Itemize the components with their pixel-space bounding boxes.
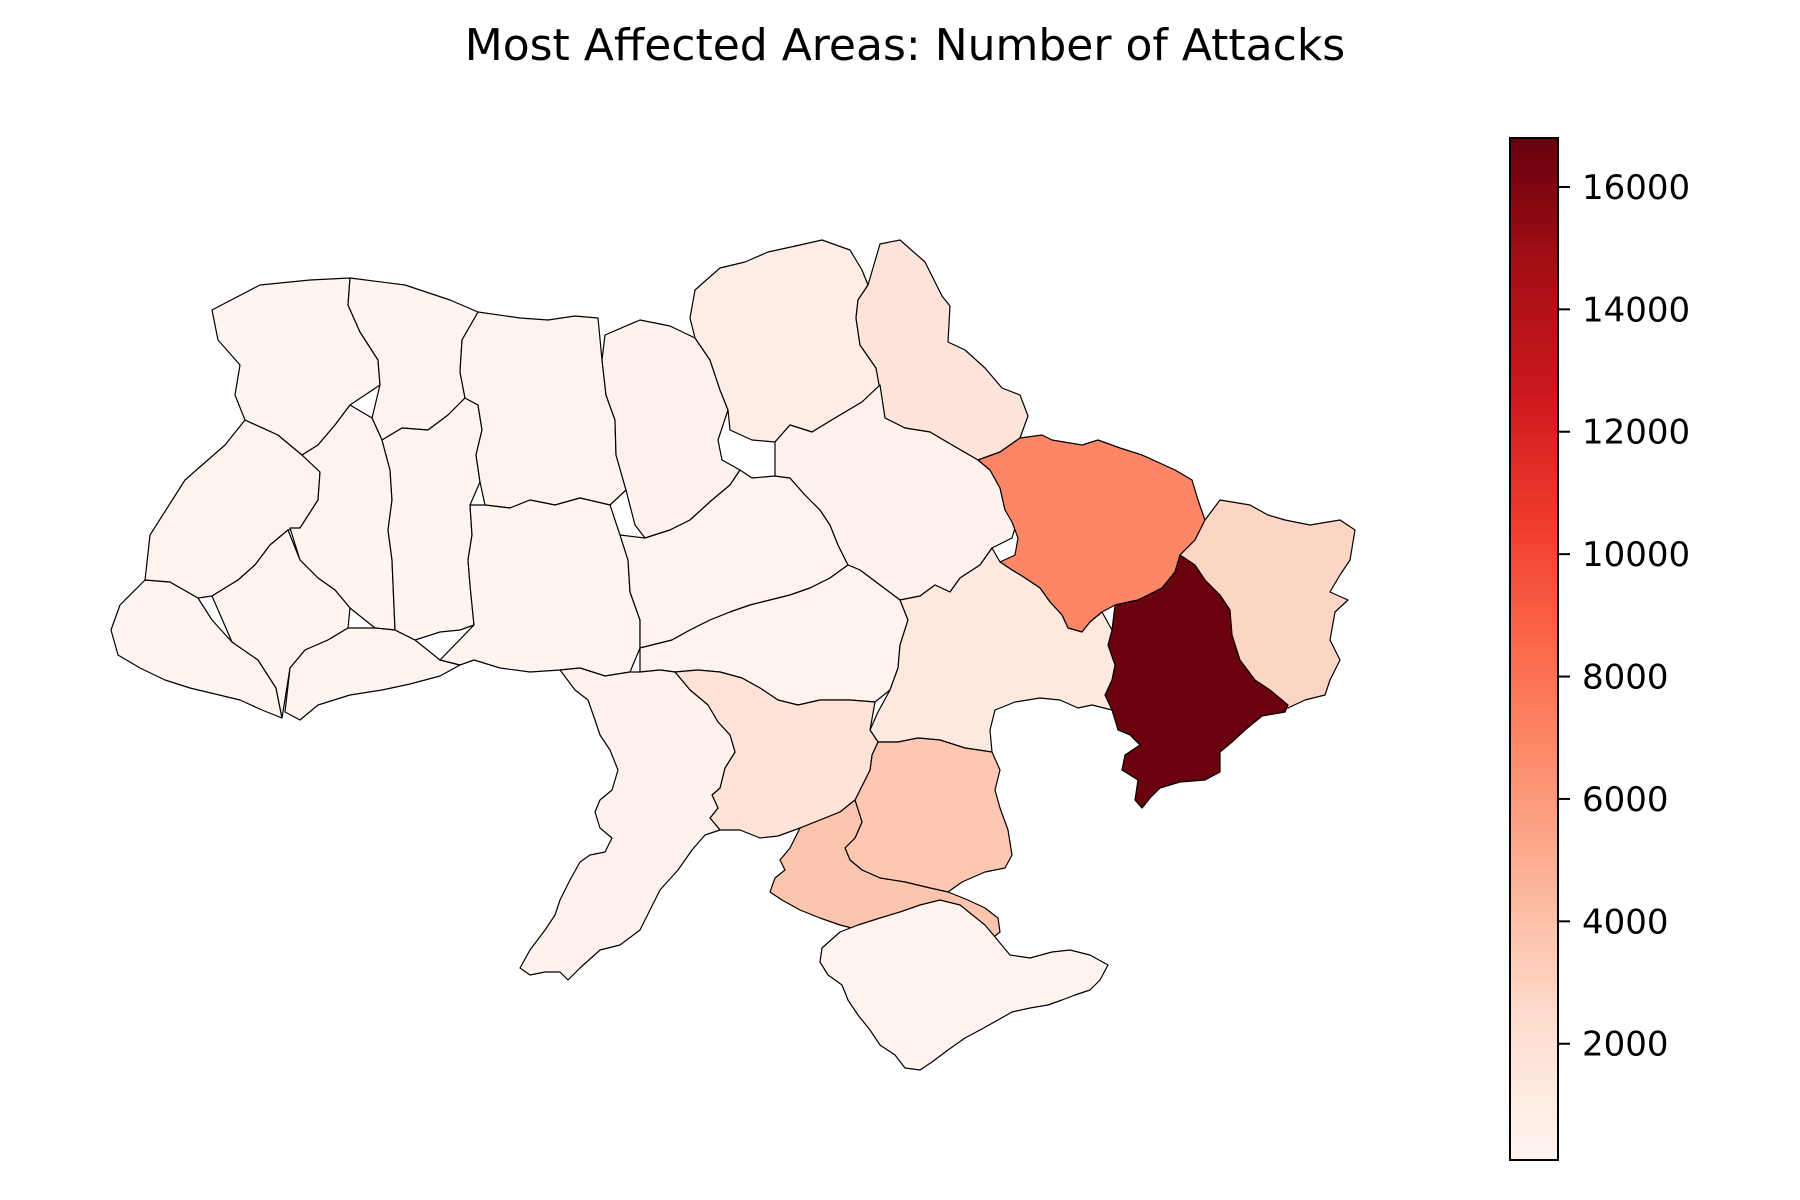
colorbar-tick-label: 10000 bbox=[1582, 535, 1690, 575]
region-zhytomyr bbox=[459, 311, 627, 509]
region-odesa bbox=[519, 667, 736, 981]
colorbar-tick-label: 16000 bbox=[1582, 168, 1690, 208]
region-donetsk bbox=[1104, 554, 1289, 809]
region-crimea bbox=[819, 899, 1109, 1071]
colorbar-tick-label: 8000 bbox=[1582, 658, 1669, 698]
colorbar-tick-label: 14000 bbox=[1582, 290, 1690, 330]
colorbar-gradient bbox=[1509, 137, 1559, 1161]
region-sumy bbox=[855, 239, 1029, 461]
colorbar-tick-label: 12000 bbox=[1582, 413, 1690, 453]
colorbar-tick-label: 4000 bbox=[1582, 902, 1669, 942]
chart-title: Most Affected Areas: Number of Attacks bbox=[465, 20, 1345, 71]
region-ivano-frankivsk bbox=[211, 529, 351, 719]
colorbar-tick-label: 2000 bbox=[1582, 1025, 1669, 1065]
ukraine-map bbox=[110, 239, 1356, 1071]
colorbar-tick-label: 6000 bbox=[1582, 780, 1669, 820]
colorbar: 2000 4000 6000 8000 10000 12000 14000 16000 bbox=[1509, 137, 1690, 1161]
region-kharkiv bbox=[977, 434, 1206, 633]
region-khmelnytskyi bbox=[381, 397, 483, 641]
